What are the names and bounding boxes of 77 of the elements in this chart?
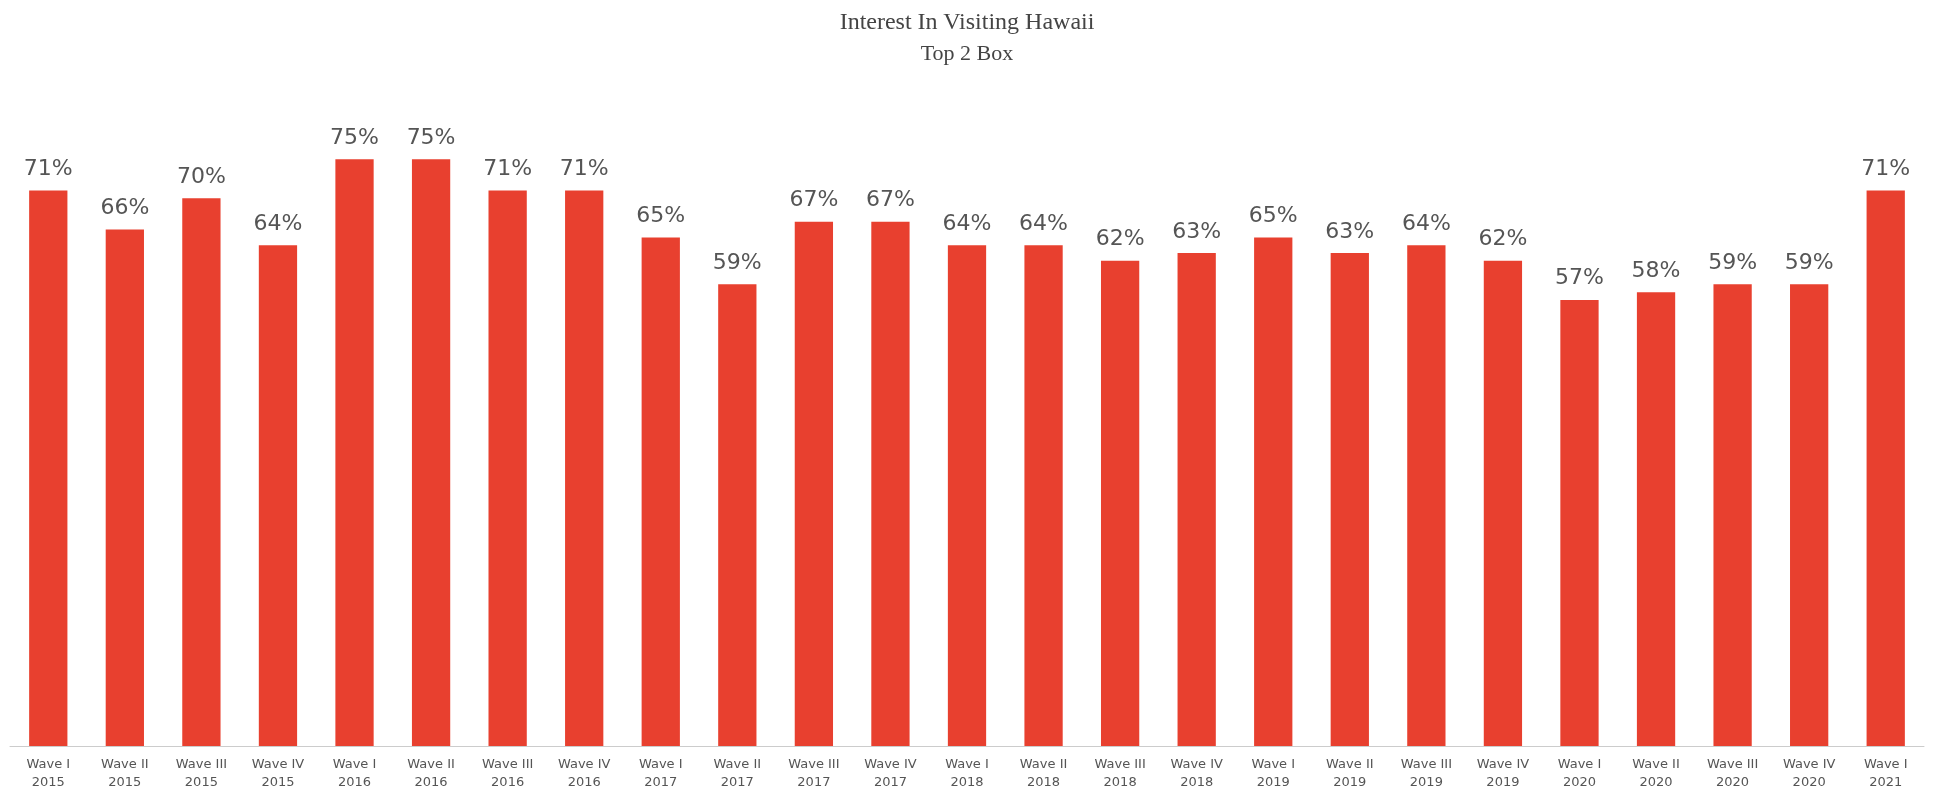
x-tick-label: Wave II 2019 bbox=[1326, 755, 1374, 789]
bar bbox=[1713, 284, 1752, 746]
data-label: 65% bbox=[1248, 201, 1298, 227]
x-tick-label: Wave I 2018 bbox=[945, 755, 989, 789]
bar bbox=[1790, 284, 1829, 746]
x-tick-label: Wave III 2020 bbox=[1706, 755, 1759, 789]
bar bbox=[871, 221, 910, 746]
data-label: 70% bbox=[176, 162, 226, 188]
data-label: 63% bbox=[1325, 217, 1375, 243]
x-tick-label: Wave I 2017 bbox=[638, 755, 683, 789]
x-tick-label: Wave II 2015 bbox=[101, 755, 149, 789]
data-label: 63% bbox=[1172, 217, 1222, 243]
data-label: 57% bbox=[1555, 264, 1604, 290]
bar bbox=[1483, 260, 1523, 746]
x-tick-label: Wave III 2018 bbox=[1094, 755, 1146, 789]
data-label: 67% bbox=[789, 186, 839, 212]
x-tick-label: Wave III 2017 bbox=[788, 755, 840, 789]
x-tick-label: Wave IV 2018 bbox=[1170, 755, 1224, 789]
data-label: 75% bbox=[406, 123, 456, 149]
x-tick-label: Wave IV 2019 bbox=[1476, 755, 1530, 789]
bar bbox=[1866, 190, 1905, 746]
data-label: 59% bbox=[1708, 248, 1758, 274]
data-label: 71% bbox=[23, 154, 73, 180]
x-tick-label: Wave I 2015 bbox=[26, 755, 71, 789]
data-label: 64% bbox=[1019, 209, 1069, 235]
x-tick-label: Wave I 2021 bbox=[1863, 755, 1908, 789]
bar bbox=[1330, 253, 1369, 746]
bar bbox=[105, 229, 144, 746]
bar bbox=[258, 245, 298, 746]
data-label: 67% bbox=[865, 186, 915, 212]
x-tick-label: Wave III 2019 bbox=[1400, 755, 1453, 789]
bar bbox=[1100, 260, 1140, 746]
x-tick-label: Wave IV 2017 bbox=[864, 755, 917, 789]
data-label: 71% bbox=[483, 154, 533, 180]
data-label: 59% bbox=[712, 248, 762, 274]
bar bbox=[1024, 245, 1063, 746]
bar bbox=[335, 159, 374, 746]
bar bbox=[411, 159, 451, 746]
x-tick-label: Wave I 2020 bbox=[1557, 755, 1602, 789]
data-label: 66% bbox=[100, 194, 150, 220]
bar bbox=[947, 245, 987, 746]
data-label: 58% bbox=[1631, 256, 1681, 282]
bar bbox=[1636, 292, 1676, 746]
bar bbox=[29, 190, 68, 746]
x-tick-label: Wave III 2015 bbox=[175, 755, 228, 789]
data-label: 75% bbox=[330, 123, 379, 149]
data-label: 59% bbox=[1784, 248, 1834, 274]
data-label: 71% bbox=[559, 154, 609, 180]
data-label: 64% bbox=[942, 209, 992, 235]
x-tick-label: Wave IV 2020 bbox=[1782, 755, 1836, 789]
x-tick-label: Wave II 2020 bbox=[1632, 755, 1680, 789]
x-tick-label: Wave II 2018 bbox=[1019, 755, 1068, 789]
data-label: 64% bbox=[253, 209, 303, 235]
bar bbox=[1254, 237, 1293, 746]
data-label: 71% bbox=[1861, 154, 1911, 180]
bar bbox=[1407, 245, 1446, 746]
bar bbox=[565, 190, 604, 746]
data-label: 62% bbox=[1095, 225, 1145, 251]
chart-subtitle: Top 2 Box bbox=[920, 39, 1014, 65]
bar bbox=[182, 198, 221, 746]
x-tick-label: Wave II 2017 bbox=[713, 755, 762, 789]
x-tick-label: Wave I 2016 bbox=[332, 755, 377, 789]
bar bbox=[718, 284, 757, 746]
bar bbox=[794, 221, 834, 746]
bar bbox=[1177, 253, 1216, 746]
x-tick-label: Wave I 2019 bbox=[1251, 755, 1296, 789]
chart-title: Interest In Visiting Hawaii bbox=[839, 8, 1095, 34]
x-tick-label: Wave III 2016 bbox=[481, 755, 534, 789]
x-tick-label: Wave IV 2015 bbox=[251, 755, 305, 789]
bar bbox=[641, 237, 680, 746]
bar bbox=[488, 190, 527, 746]
bar bbox=[1560, 299, 1599, 746]
x-tick-label: Wave IV 2016 bbox=[557, 755, 611, 789]
x-tick-label: Wave II 2016 bbox=[407, 755, 455, 789]
data-label: 64% bbox=[1401, 209, 1451, 235]
data-label: 65% bbox=[636, 201, 686, 227]
data-label: 62% bbox=[1478, 225, 1528, 251]
